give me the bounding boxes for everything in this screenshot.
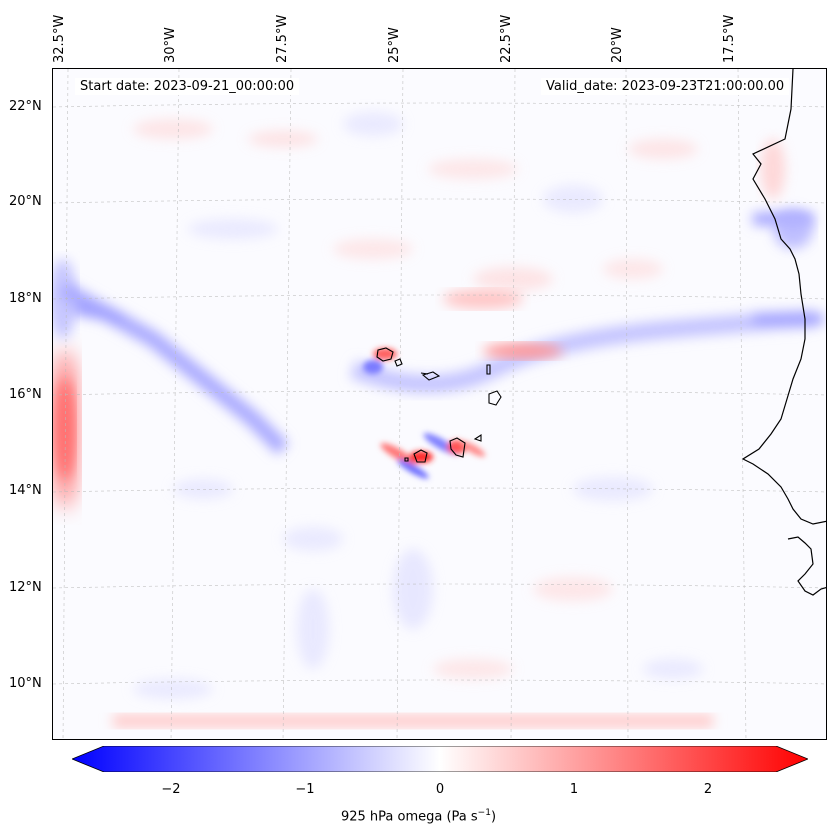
lon-label-30w: 30°W — [163, 27, 178, 63]
lat-label-22n: 22°N — [9, 99, 42, 114]
lon-label-20w: 20°W — [610, 27, 625, 63]
lat-label-20n: 20°N — [9, 194, 42, 209]
lon-label-17-5w: 17.5°W — [722, 14, 737, 63]
start-date-annotation: Start date: 2023-09-21_00:00:00 — [75, 78, 300, 95]
lon-label-25w: 25°W — [387, 27, 402, 63]
omega-field — [53, 69, 826, 739]
colorbar-label-prefix: 925 hPa omega (Pa s — [340, 809, 478, 825]
lat-label-12n: 12°N — [9, 580, 42, 595]
colorbar-tick-1: 1 — [569, 782, 579, 797]
colorbar-tick-0: 0 — [435, 782, 445, 797]
lon-label-32-5w: 32.5°W — [52, 14, 67, 63]
valid-date-annotation: Valid_date: 2023-09-23T21:00:00.00 — [541, 78, 790, 95]
lon-label-22-5w: 22.5°W — [499, 14, 514, 63]
lat-label-14n: 14°N — [9, 483, 42, 498]
colorbar-tick-2: 2 — [703, 782, 713, 797]
lat-label-18n: 18°N — [9, 291, 42, 306]
lat-label-16n: 16°N — [9, 387, 42, 402]
cape-verde-islands — [376, 347, 502, 463]
colorbar-label-exponent: −1 — [477, 808, 491, 818]
colorbar — [70, 745, 810, 773]
colorbar-tick-neg2: −2 — [161, 782, 181, 797]
colorbar-label: 925 hPa omega (Pa s−1) — [0, 808, 837, 824]
lon-label-27-5w: 27.5°W — [275, 14, 290, 63]
lat-label-10n: 10°N — [9, 676, 42, 691]
colorbar-gradient — [70, 745, 810, 773]
map-panel: Start date: 2023-09-21_00:00:00 Valid_da… — [52, 68, 827, 740]
africa-coastline — [741, 69, 826, 596]
colorbar-tick-neg1: −1 — [295, 782, 315, 797]
colorbar-label-suffix: ) — [490, 809, 497, 825]
